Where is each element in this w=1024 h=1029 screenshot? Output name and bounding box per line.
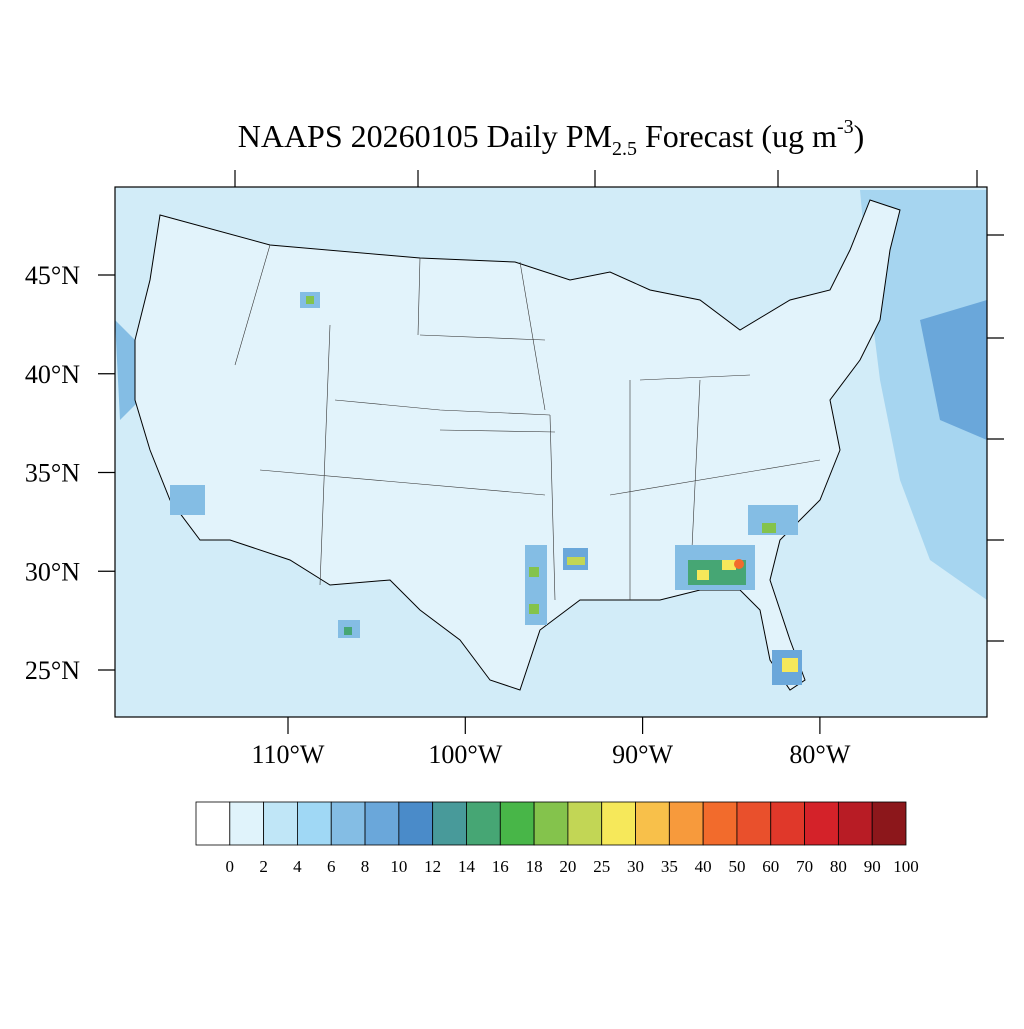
colorbar-box [668, 801, 704, 846]
hotspot [170, 485, 205, 515]
colorbar-label: 18 [526, 857, 543, 876]
colorbar-label: 40 [695, 857, 712, 876]
colorbar-label: 16 [492, 857, 509, 876]
title-middle: Forecast (ug m [637, 118, 837, 154]
colorbar-label: 90 [864, 857, 881, 876]
colorbar-label: 4 [293, 857, 302, 876]
axis-ticks: 45°N 40°N 35°N 30°N 25°N 110°W 100°W 90°W 80°W [25, 261, 851, 769]
title-superscript: -3 [837, 116, 854, 138]
colorbar-box [263, 801, 298, 846]
colorbar-box [297, 801, 332, 846]
colorbar-box [837, 801, 873, 846]
hotspot [734, 559, 744, 569]
colorbar-label: 80 [830, 857, 847, 876]
colorbar-label: 20 [559, 857, 576, 876]
colorbar-label: 35 [661, 857, 678, 876]
colorbar-box [499, 801, 535, 846]
hotspot [722, 560, 736, 570]
ocean-haze [860, 190, 987, 600]
hotspot [306, 296, 314, 304]
ocean-haze [115, 320, 140, 420]
colorbar-label: 30 [627, 857, 644, 876]
colorbar-box [567, 801, 603, 846]
colorbar-box [702, 801, 738, 846]
colorbar-box [601, 801, 636, 846]
colorbar-label: 6 [327, 857, 336, 876]
hotspot [782, 658, 798, 672]
colorbar-box [229, 801, 265, 846]
colorbar-box [871, 801, 907, 846]
title-end: ) [854, 118, 865, 154]
colorbar-label: 14 [458, 857, 476, 876]
lat-label: 25°N [25, 656, 80, 685]
hotspot [567, 557, 585, 565]
hotspot [697, 570, 709, 580]
colorbar-label: 2 [259, 857, 268, 876]
colorbar-label: 10 [390, 857, 407, 876]
colorbar: 0 2 4 6 8 10 12 14 16 18 20 25 30 35 40 50 60 70 80 90 100 [195, 801, 919, 876]
lon-label: 110°W [252, 740, 325, 769]
colorbar-box [804, 801, 839, 846]
colorbar-box [432, 801, 467, 846]
colorbar-box [736, 801, 772, 846]
ocean-haze [920, 300, 987, 440]
colorbar-label: 100 [893, 857, 919, 876]
colorbar-label: 12 [424, 857, 441, 876]
title-subscript: 2.5 [612, 138, 637, 160]
title-main: NAAPS 20260105 Daily PM [238, 118, 612, 154]
frame-ticks [234, 170, 1004, 642]
colorbar-label: 50 [728, 857, 745, 876]
colorbar-box [635, 801, 670, 846]
colorbar-box [330, 801, 366, 846]
lat-label: 40°N [25, 360, 80, 389]
lat-label: 45°N [25, 261, 80, 290]
map [114, 170, 1004, 718]
colorbar-box [533, 801, 569, 846]
colorbar-label: 0 [226, 857, 235, 876]
colorbar-box [364, 801, 400, 846]
colorbar-label: 25 [593, 857, 610, 876]
colorbar-box [195, 801, 231, 846]
hotspot [529, 567, 539, 577]
map-frame [114, 186, 988, 718]
hotspots [170, 292, 802, 685]
lon-label: 100°W [428, 740, 502, 769]
lon-label: 80°W [789, 740, 850, 769]
colorbar-label: 60 [762, 857, 779, 876]
hotspot [762, 523, 776, 533]
colorbar-box [466, 801, 501, 846]
colorbar-label: 8 [361, 857, 370, 876]
colorbar-box [398, 801, 434, 846]
colorbar-label: 70 [796, 857, 813, 876]
hotspot [529, 604, 539, 614]
hotspot [344, 627, 352, 635]
state-lines [234, 244, 821, 601]
lat-label: 30°N [25, 557, 80, 586]
lon-label: 90°W [612, 740, 673, 769]
map-title: NAAPS 20260105 Daily PM2.5 Forecast (ug … [238, 116, 865, 160]
colorbar-box [770, 801, 805, 846]
lat-label: 35°N [25, 459, 80, 488]
